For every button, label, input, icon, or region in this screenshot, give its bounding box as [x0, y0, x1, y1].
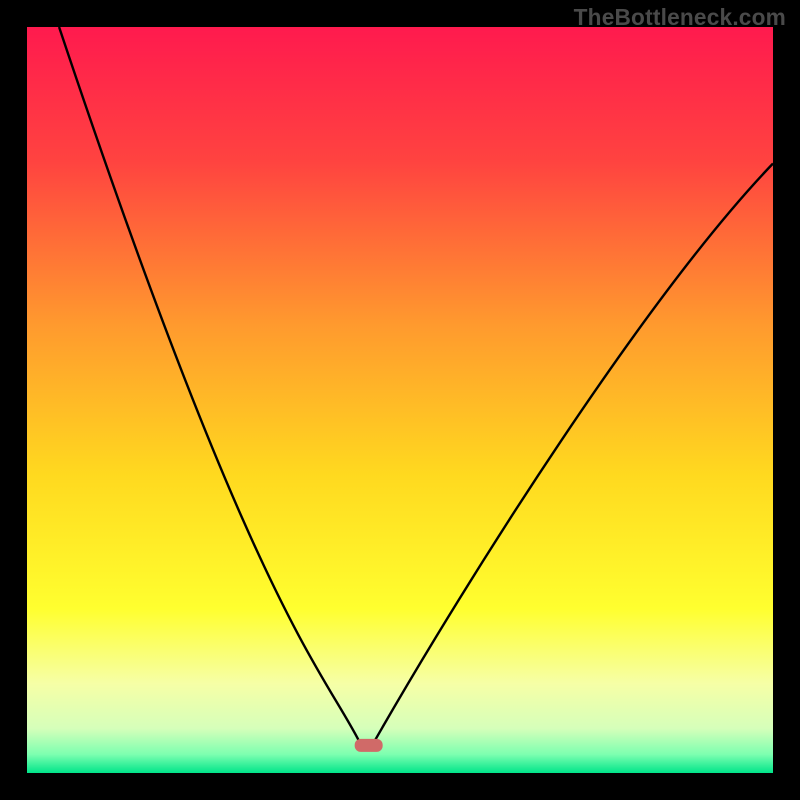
plot-background	[27, 27, 773, 773]
watermark-text: TheBottleneck.com	[574, 4, 786, 31]
chart-canvas: TheBottleneck.com	[0, 0, 800, 800]
bottleneck-chart-svg	[0, 0, 800, 800]
optimum-marker	[355, 739, 383, 752]
